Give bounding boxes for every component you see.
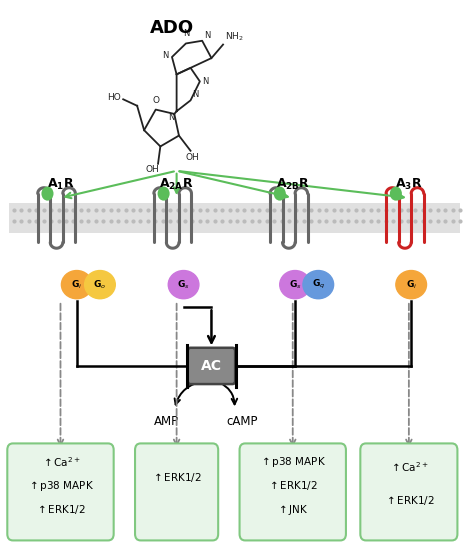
- Text: $\mathbf{A_1R}$: $\mathbf{A_1R}$: [47, 178, 74, 192]
- FancyBboxPatch shape: [360, 444, 457, 540]
- FancyBboxPatch shape: [188, 348, 235, 384]
- Text: N: N: [162, 51, 168, 60]
- Text: G$_s$: G$_s$: [289, 278, 301, 291]
- Text: $\uparrow$ERK1/2: $\uparrow$ERK1/2: [267, 479, 318, 492]
- Text: $\uparrow$p38 MAPK: $\uparrow$p38 MAPK: [27, 479, 94, 493]
- Text: $\uparrow$p38 MAPK: $\uparrow$p38 MAPK: [259, 455, 326, 469]
- Ellipse shape: [280, 270, 310, 299]
- Text: $\mathbf{A_{2A}R}$: $\mathbf{A_{2A}R}$: [159, 178, 194, 192]
- Text: AC: AC: [201, 359, 222, 373]
- Ellipse shape: [62, 270, 92, 299]
- Text: HO: HO: [108, 93, 121, 102]
- Text: cAMP: cAMP: [226, 415, 257, 427]
- Text: G$_i$: G$_i$: [71, 278, 82, 291]
- FancyBboxPatch shape: [239, 444, 346, 540]
- Text: OH: OH: [146, 165, 159, 174]
- Text: O: O: [153, 96, 160, 105]
- Text: G$_q$: G$_q$: [311, 278, 325, 291]
- FancyBboxPatch shape: [9, 204, 460, 233]
- Text: $\uparrow$ERK1/2: $\uparrow$ERK1/2: [151, 471, 202, 484]
- FancyBboxPatch shape: [7, 444, 114, 540]
- Circle shape: [273, 186, 286, 201]
- Text: G$_o$: G$_o$: [93, 278, 107, 291]
- Text: $\mathbf{A_{2B}R}$: $\mathbf{A_{2B}R}$: [276, 178, 310, 192]
- Circle shape: [390, 186, 402, 201]
- Text: $\uparrow$ERK1/2: $\uparrow$ERK1/2: [35, 503, 86, 517]
- Text: NH$_2$: NH$_2$: [225, 31, 244, 44]
- Ellipse shape: [396, 270, 427, 299]
- Text: $\uparrow$Ca$^{2+}$: $\uparrow$Ca$^{2+}$: [389, 460, 429, 473]
- Ellipse shape: [85, 270, 115, 299]
- FancyBboxPatch shape: [135, 444, 218, 540]
- Text: AMP: AMP: [154, 415, 179, 427]
- Text: ADO: ADO: [150, 19, 194, 37]
- Text: N: N: [192, 90, 199, 100]
- Text: OH: OH: [185, 154, 199, 163]
- Text: $\uparrow$ERK1/2: $\uparrow$ERK1/2: [383, 494, 434, 507]
- Text: G$_s$: G$_s$: [177, 278, 190, 291]
- Text: N: N: [202, 77, 208, 86]
- Text: $\uparrow$Ca$^{2+}$: $\uparrow$Ca$^{2+}$: [41, 455, 81, 469]
- Circle shape: [41, 186, 54, 201]
- Text: N: N: [168, 113, 174, 122]
- Text: $\uparrow$JNK: $\uparrow$JNK: [276, 503, 309, 517]
- Ellipse shape: [303, 270, 334, 299]
- Text: N: N: [182, 29, 189, 38]
- Text: G$_i$: G$_i$: [406, 278, 417, 291]
- Text: N: N: [204, 30, 210, 40]
- Ellipse shape: [168, 270, 199, 299]
- Circle shape: [157, 186, 170, 201]
- Text: $\mathbf{A_3R}$: $\mathbf{A_3R}$: [395, 178, 423, 192]
